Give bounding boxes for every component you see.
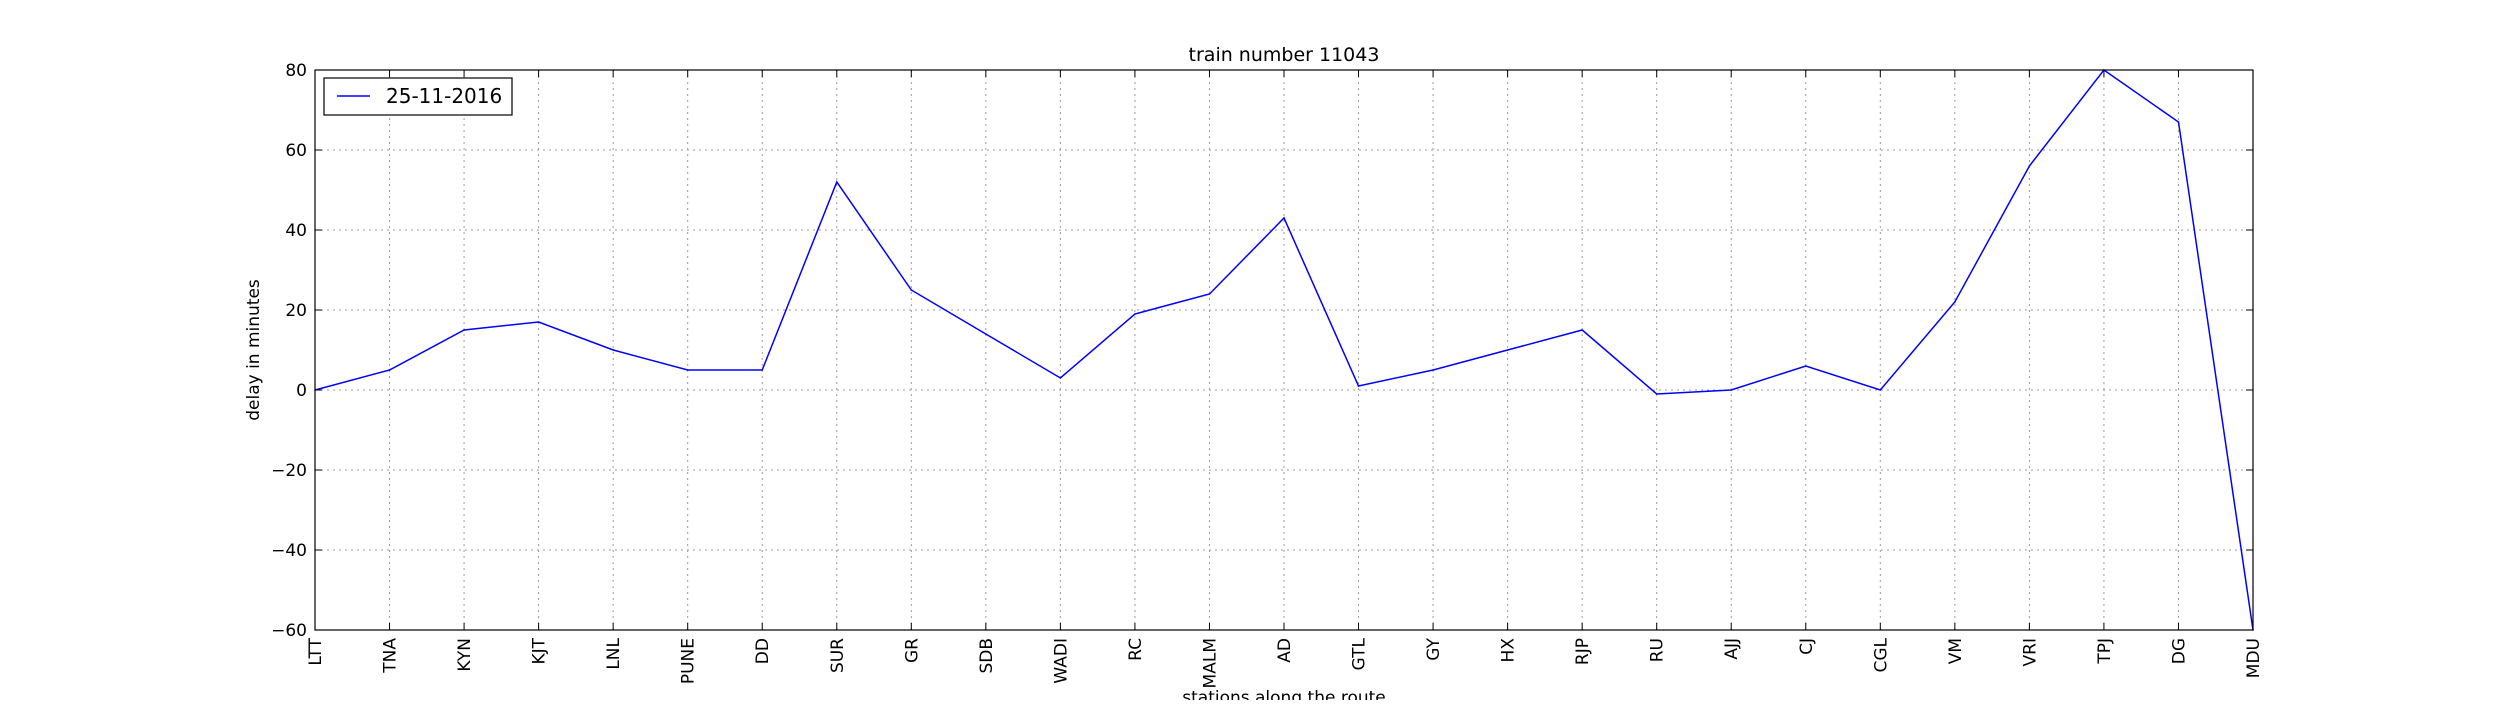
data-point <box>1954 301 1956 303</box>
x-tick-label: WADI <box>1051 638 1071 684</box>
data-point <box>686 369 689 371</box>
data-point <box>1283 217 1285 219</box>
data-point <box>1730 389 1733 391</box>
data-point <box>1804 365 1807 367</box>
data-point <box>1059 377 1062 379</box>
data-point <box>1357 385 1360 387</box>
x-tick-label: TPJ <box>2095 638 2115 665</box>
x-tick-label: DD <box>753 638 773 664</box>
y-tick-label: −40 <box>271 541 307 561</box>
x-tick-label: PUNE <box>679 638 699 684</box>
data-point <box>463 329 465 331</box>
x-tick-label: AD <box>1275 638 1295 663</box>
x-tick-label: RJP <box>1573 638 1593 665</box>
data-point <box>761 369 764 371</box>
x-axis-label: stations along the route <box>1182 688 1386 700</box>
y-tick-label: 60 <box>285 141 307 161</box>
x-tick-label: KYN <box>455 638 475 672</box>
data-point <box>1506 349 1509 351</box>
data-point <box>537 321 540 323</box>
x-tick-label: VM <box>1946 638 1966 664</box>
x-tick-label: SUR <box>828 638 848 673</box>
data-point <box>1432 369 1434 371</box>
data-point <box>612 349 614 351</box>
legend: 25-11-2016 <box>323 77 513 116</box>
data-point <box>1208 293 1211 295</box>
x-tick-label: TNA <box>381 638 401 674</box>
y-tick-label: 40 <box>285 221 307 241</box>
x-tick-label: SDB <box>977 638 997 674</box>
y-tick-label: −60 <box>271 621 307 641</box>
chart-title: train number 11043 <box>1189 44 1380 66</box>
x-tick-label: DG <box>2169 638 2189 664</box>
y-tick-label: 20 <box>285 301 307 321</box>
x-tick-label: LTT <box>306 637 326 665</box>
x-tick-label: GR <box>902 638 922 663</box>
data-point <box>1581 329 1583 331</box>
x-tick-label: CJ <box>1797 638 1817 655</box>
data-point <box>835 181 838 183</box>
y-tick-label: 80 <box>285 61 307 81</box>
data-point <box>1134 313 1136 315</box>
x-tick-label: LNL <box>604 637 624 669</box>
x-tick-label: VRI <box>2020 638 2040 666</box>
y-axis-label: delay in minutes <box>244 279 264 421</box>
data-point <box>985 333 987 335</box>
data-point <box>2028 165 2031 167</box>
data-point <box>1879 389 1882 391</box>
x-tick-label: CGL <box>1871 637 1891 672</box>
x-tick-label: RU <box>1648 638 1668 662</box>
y-tick-label: 0 <box>296 381 307 401</box>
legend-label: 25-11-2016 <box>386 84 502 108</box>
x-tick-label: MDU <box>2244 638 2264 678</box>
x-tick-label: RC <box>1126 638 1146 661</box>
x-tick-label: HX <box>1499 638 1519 663</box>
data-point <box>910 289 913 291</box>
x-tick-label: KJT <box>530 637 550 664</box>
data-point <box>1655 393 1658 395</box>
x-tick-label: GTL <box>1350 637 1370 670</box>
x-tick-label: AJJ <box>1722 638 1742 660</box>
data-point <box>388 369 391 371</box>
x-tick-label: MALM <box>1200 638 1220 688</box>
data-point <box>2177 121 2180 123</box>
x-tick-label: GY <box>1424 637 1444 660</box>
y-tick-label: −20 <box>271 461 307 481</box>
